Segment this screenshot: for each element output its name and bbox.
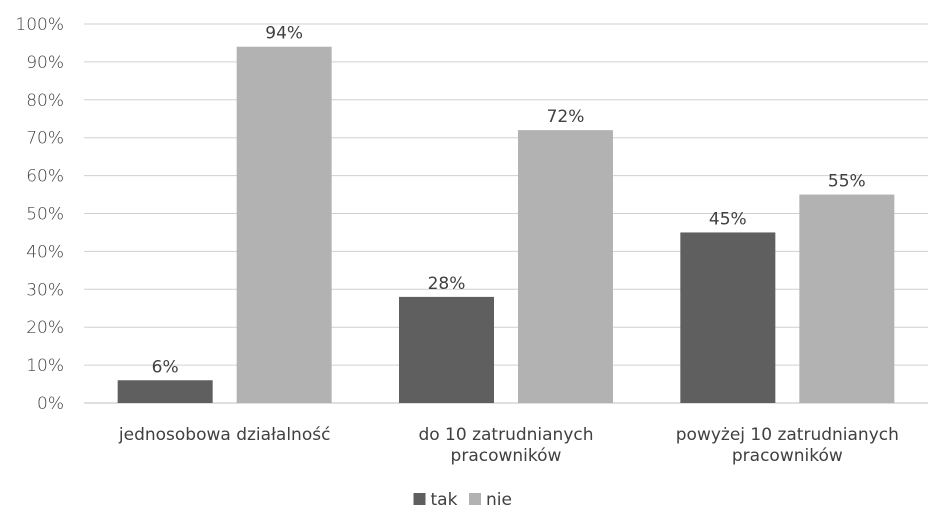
bar-tak-1	[399, 296, 494, 403]
y-tick-label: 10%	[26, 356, 64, 376]
category-label: powyżej 10 zatrudnianych	[676, 425, 899, 445]
y-tick-label: 20%	[26, 318, 64, 338]
bars	[117, 46, 895, 404]
data-label-nie-0: 94%	[265, 24, 303, 44]
y-tick-label: 80%	[26, 91, 64, 111]
data-label-tak-1: 28%	[428, 274, 466, 294]
data-label-tak-0: 6%	[152, 357, 179, 377]
y-tick-label: 40%	[26, 242, 64, 262]
category-label: pracowników	[451, 446, 562, 466]
y-tick-label: 70%	[26, 129, 64, 149]
y-tick-label: 0%	[37, 394, 64, 414]
data-labels: 6% 94% 28% 72% 45% 55%	[152, 24, 866, 378]
y-tick-label: 100%	[15, 15, 64, 35]
data-label-nie-2: 55%	[828, 172, 866, 192]
bar-nie-0	[236, 46, 332, 404]
category-label: pracowników	[732, 446, 843, 466]
data-label-nie-1: 72%	[547, 107, 585, 127]
y-tick-label: 60%	[26, 167, 64, 187]
bar-tak-2	[680, 232, 776, 403]
legend-swatch-tak	[413, 493, 426, 505]
legend-swatch-nie	[469, 493, 481, 505]
bar-nie-2	[799, 194, 895, 403]
y-tick-label: 50%	[26, 205, 64, 225]
data-label-tak-2: 45%	[709, 209, 747, 229]
category-label: do 10 zatrudnianych	[418, 425, 593, 445]
legend: tak nie	[413, 490, 512, 510]
legend-label-nie: nie	[486, 490, 512, 510]
bar-nie-1	[518, 130, 613, 403]
y-tick-label: 30%	[26, 280, 64, 300]
category-label: jednosobowa działalność	[118, 425, 331, 445]
y-tick-label: 90%	[26, 53, 64, 73]
x-axis-categories: jednosobowa działalność do 10 zatrudniany…	[118, 425, 899, 466]
legend-label-tak: tak	[431, 490, 458, 510]
bar-tak-0	[117, 380, 213, 403]
y-axis-ticks: 0% 10% 20% 30% 40% 50% 60% 70% 80% 90% 100%	[15, 15, 64, 414]
gridlines	[84, 23, 928, 404]
